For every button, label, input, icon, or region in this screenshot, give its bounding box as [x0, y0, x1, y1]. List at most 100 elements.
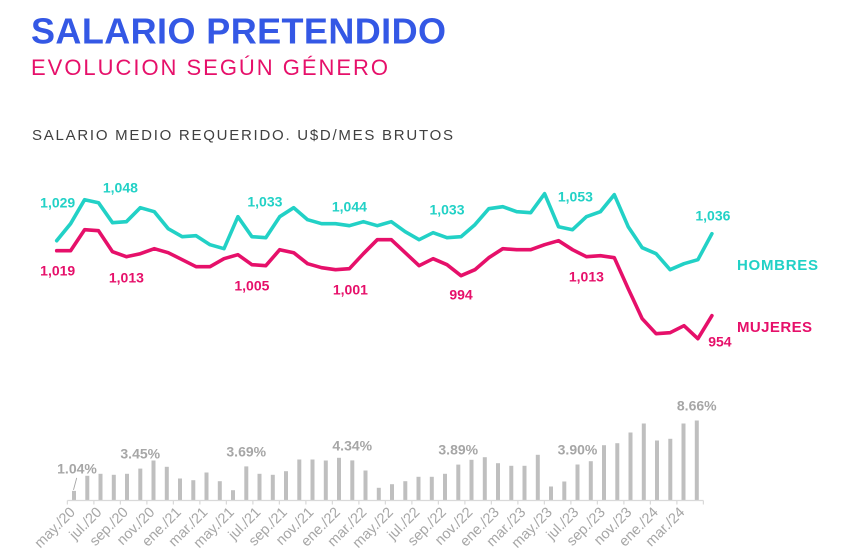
- bar: [443, 473, 447, 501]
- line-series-group: 1,029 1,048 1,033 1,044 1,033 1,053 1,036 1,019…: [40, 180, 732, 350]
- data-point-mujeres: [389, 238, 393, 242]
- data-point-hombres: [696, 258, 700, 262]
- data-point-mujeres: [417, 264, 421, 268]
- data-point-mujeres: [292, 251, 296, 255]
- data-point-mujeres: [515, 248, 519, 252]
- data-label-hombres: 1,033: [247, 194, 282, 210]
- data-point-mujeres: [599, 254, 602, 258]
- data-label-mujeres: 994: [449, 287, 473, 303]
- data-point-mujeres: [69, 249, 72, 253]
- data-point-mujeres: [445, 263, 449, 267]
- data-point-mujeres: [180, 258, 184, 262]
- data-point-hombres: [334, 222, 337, 226]
- data-label-hombres: 1,036: [695, 208, 730, 224]
- bar: [602, 445, 606, 501]
- data-point-hombres: [348, 224, 351, 228]
- data-point-mujeres: [334, 268, 337, 272]
- bar: [337, 457, 341, 501]
- data-point-hombres: [473, 223, 477, 227]
- legend-item-mujeres: MUJERES: [737, 319, 812, 336]
- data-point-mujeres: [696, 337, 700, 341]
- data-point-hombres: [557, 225, 560, 229]
- data-point-hombres: [431, 231, 435, 235]
- bar: [668, 438, 673, 501]
- data-point-mujeres: [487, 256, 491, 260]
- data-point-hombres: [417, 238, 421, 242]
- data-point-mujeres: [250, 263, 254, 267]
- bar: [151, 460, 156, 501]
- bar-data-labels: 1.04% 3.45% 3.69% 4.34% 3.89% 3.90% 8.66%: [57, 398, 717, 491]
- bar-data-label: 3.89%: [438, 442, 478, 458]
- data-point-hombres: [389, 220, 393, 224]
- data-point-hombres: [487, 207, 491, 211]
- data-point-mujeres: [682, 324, 686, 328]
- data-point-mujeres: [278, 248, 282, 252]
- data-point-mujeres: [710, 314, 714, 318]
- data-point-hombres: [264, 236, 268, 240]
- data-point-hombres: [97, 201, 100, 205]
- data-point-hombres: [599, 210, 602, 214]
- data-point-hombres: [278, 215, 282, 219]
- data-point-mujeres: [208, 265, 212, 269]
- series-mujeres: 1,019 1,013 1,005 1,001 994 1,013 954: [40, 227, 732, 350]
- data-point-hombres: [152, 210, 156, 214]
- data-point-hombres: [166, 227, 170, 231]
- bar: [562, 481, 567, 501]
- data-point-hombres: [320, 222, 323, 226]
- data-point-mujeres: [459, 274, 463, 278]
- data-point-mujeres: [152, 247, 156, 251]
- series-line-hombres: [54, 191, 714, 272]
- bar: [535, 454, 540, 501]
- header: SALARIO PRETENDIDO EVOLUCION SEGÚN GÉNER…: [31, 10, 453, 144]
- data-point-hombres: [362, 220, 365, 224]
- bar-data-label: 3.69%: [226, 443, 266, 459]
- data-point-mujeres: [222, 257, 226, 261]
- data-label-hombres: 1,029: [40, 195, 75, 211]
- data-label-mujeres: 1,005: [234, 278, 269, 294]
- data-label-mujeres: 954: [708, 334, 732, 350]
- bar: [204, 472, 209, 501]
- bar: [323, 460, 328, 501]
- data-point-hombres: [585, 215, 588, 219]
- data-point-mujeres: [125, 255, 128, 259]
- data-point-mujeres: [306, 262, 309, 266]
- data-point-hombres: [459, 235, 463, 239]
- data-point-hombres: [111, 221, 114, 225]
- bar: [376, 487, 381, 501]
- bar: [509, 465, 514, 501]
- data-point-hombres: [250, 235, 254, 239]
- chart-title: SALARIO MEDIO REQUERIDO. U$D/MES BRUTOS: [32, 127, 453, 144]
- data-point-mujeres: [264, 264, 268, 268]
- bar: [403, 481, 408, 501]
- data-point-mujeres: [55, 249, 59, 253]
- bar: [416, 476, 421, 501]
- bar: [98, 473, 103, 501]
- bar: [297, 459, 302, 501]
- data-point-hombres: [375, 224, 379, 228]
- data-point-hombres: [571, 228, 574, 232]
- bar: [72, 490, 76, 501]
- data-point-mujeres: [348, 267, 351, 271]
- data-point-mujeres: [166, 251, 170, 255]
- bar: [284, 471, 288, 501]
- data-point-mujeres: [571, 248, 574, 252]
- data-point-hombres: [236, 215, 240, 219]
- bar: [655, 440, 659, 501]
- bar-data-label: 1.04%: [57, 460, 97, 476]
- bar-data-label: 3.90%: [558, 442, 598, 458]
- data-point-mujeres: [529, 248, 533, 252]
- x-axis: [66, 499, 704, 505]
- bar: [482, 457, 487, 501]
- data-label-hombres: 1,053: [558, 189, 593, 205]
- data-point-mujeres: [83, 228, 86, 232]
- bar: [111, 474, 116, 501]
- bar: [244, 466, 249, 501]
- data-point-mujeres: [320, 266, 323, 270]
- x-tick-labels: may./20jul./20sep./20nov./20ene./21mar./…: [32, 505, 689, 552]
- data-point-mujeres: [97, 229, 100, 233]
- data-point-hombres: [403, 230, 407, 234]
- data-point-hombres: [710, 232, 714, 236]
- bar: [522, 465, 527, 501]
- bar: [429, 476, 434, 501]
